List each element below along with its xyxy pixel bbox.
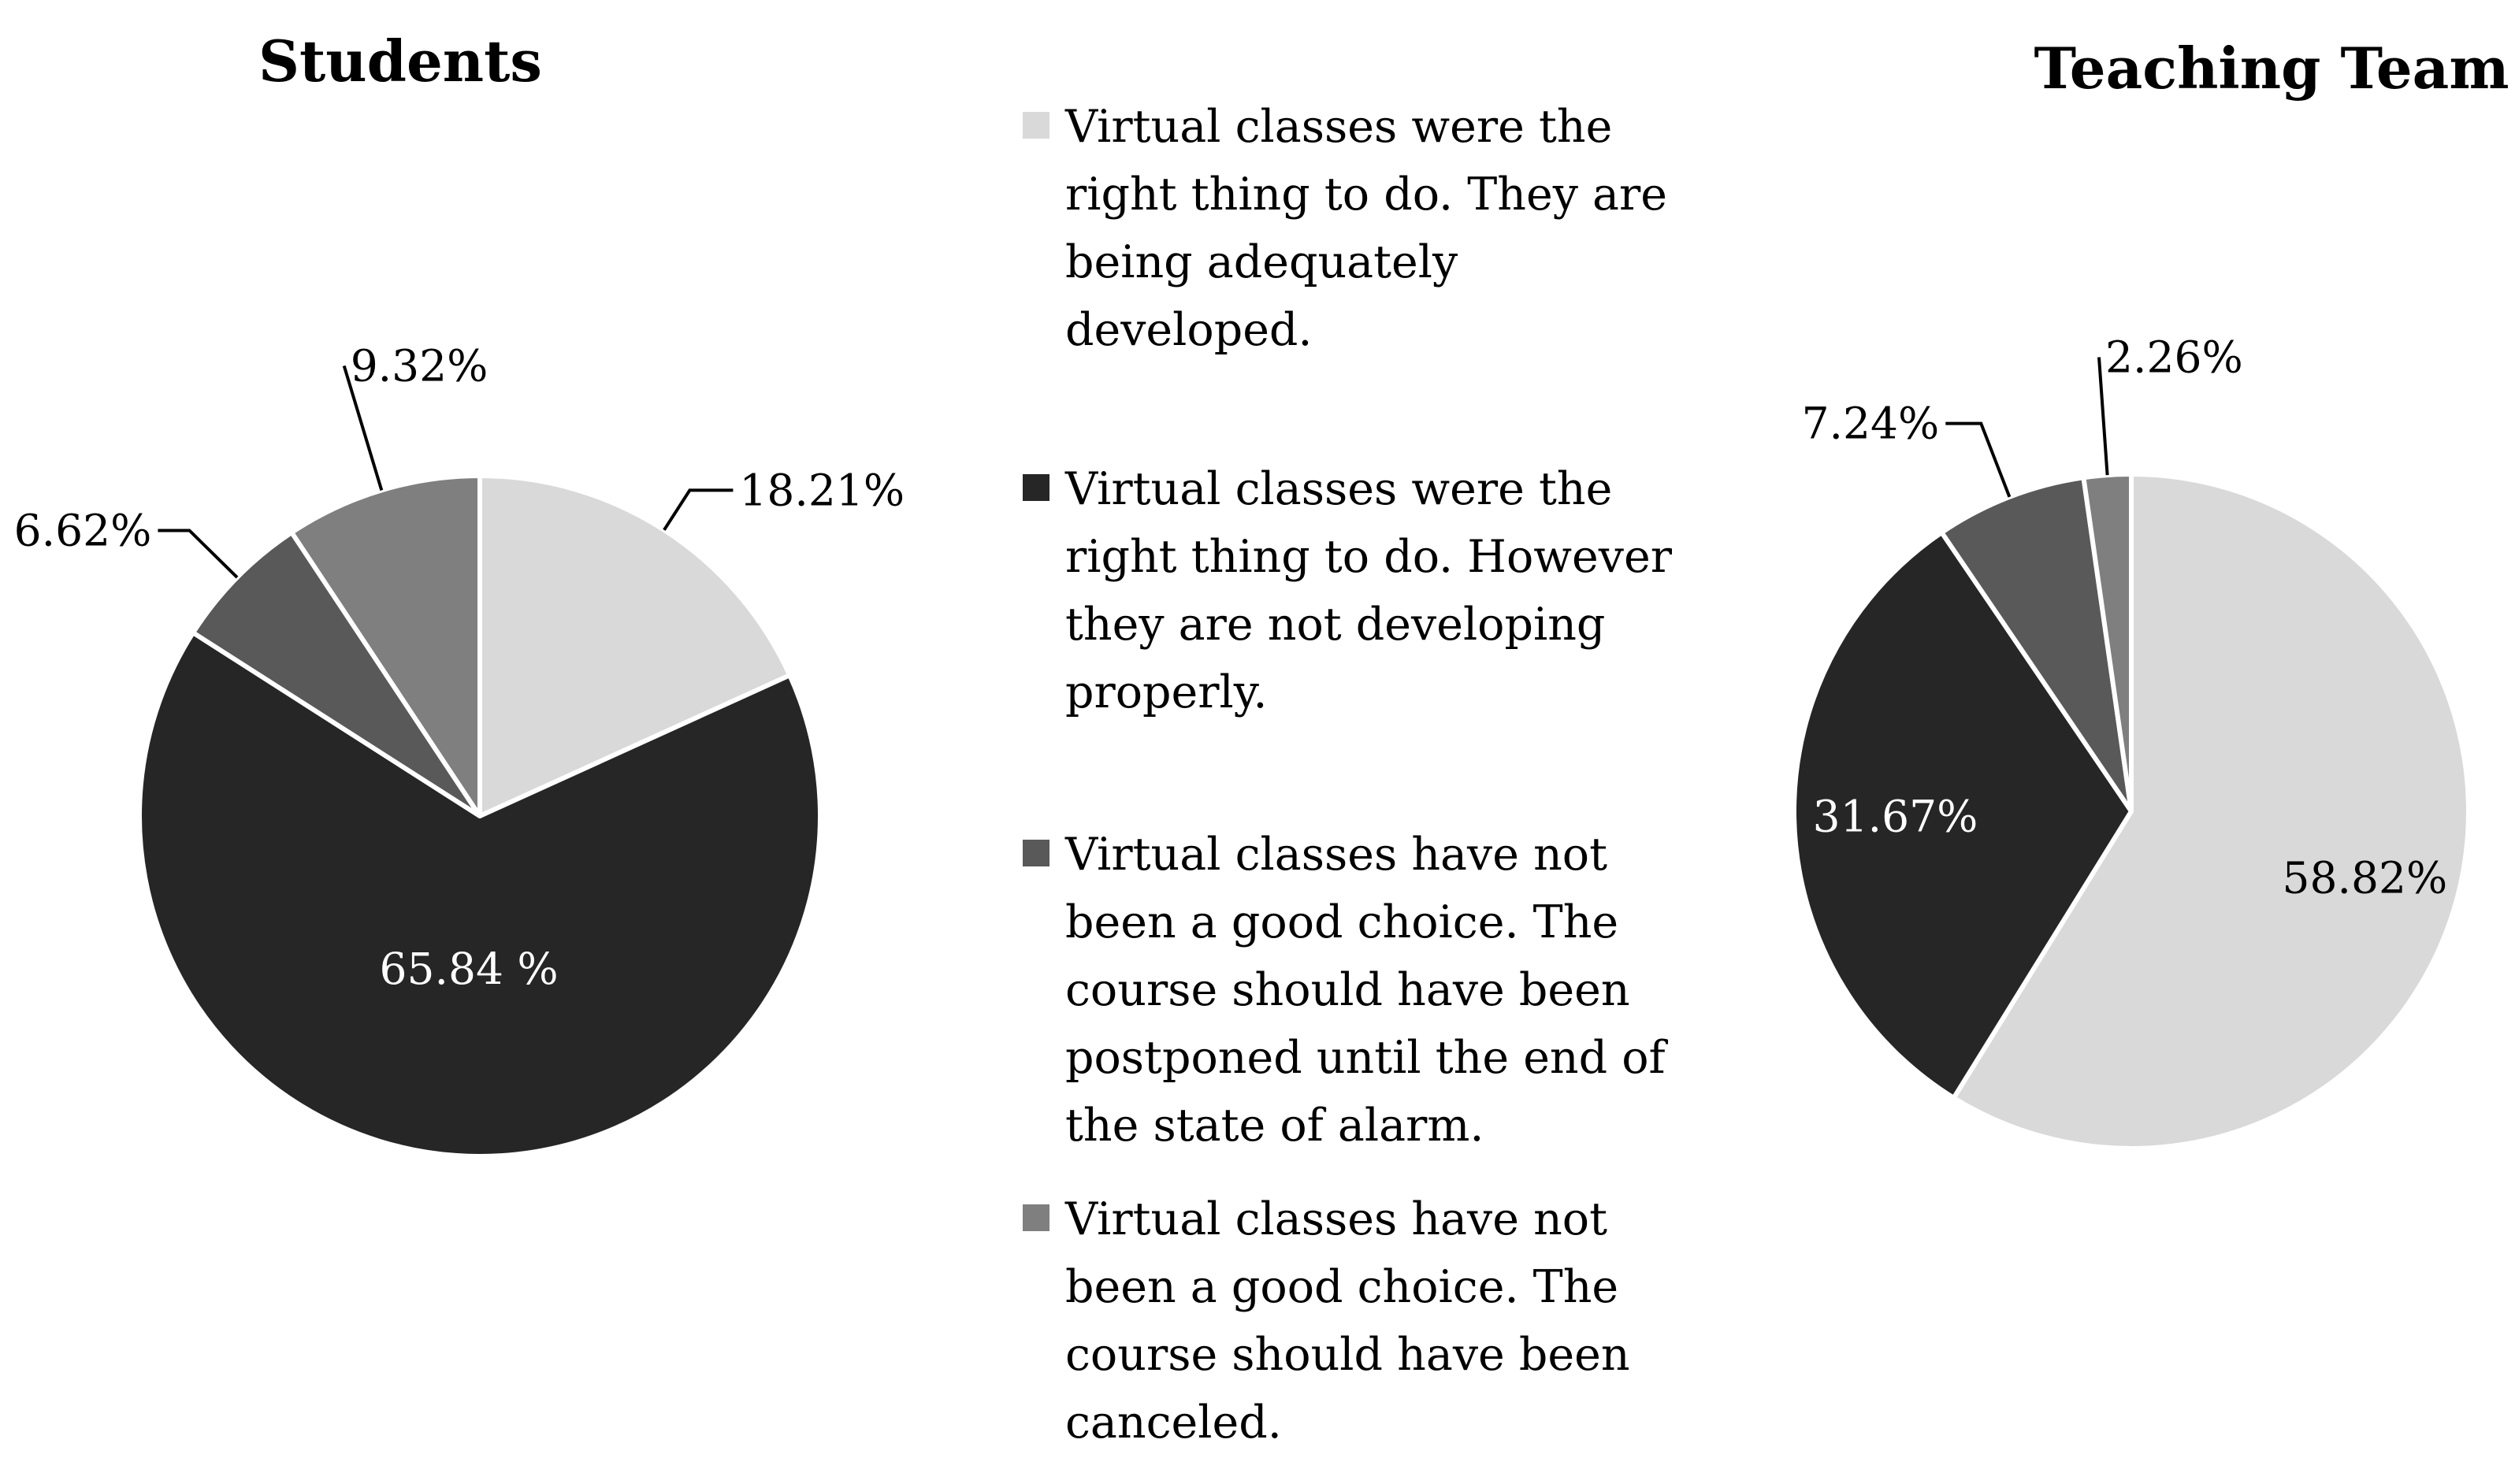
legend-swatch <box>1023 112 1049 139</box>
legend-item: Virtual classes have not been a good cho… <box>1016 821 1694 1159</box>
legend-label: Virtual classes have not been a good cho… <box>1065 1193 1630 1449</box>
leader-line <box>158 529 239 579</box>
leader-line <box>342 365 384 491</box>
slice-value-label: 6.62% <box>14 506 152 556</box>
slice-value-label: 7.24% <box>1802 399 1940 449</box>
legend-label: Virtual classes were the right thing to … <box>1065 101 1667 356</box>
pie-slice <box>1792 530 2134 1100</box>
leader-line <box>663 488 734 531</box>
legend-item: Virtual classes have not been a good cho… <box>1016 1185 1694 1456</box>
leader-line <box>2097 357 2109 476</box>
slice-value-label: 31.67% <box>1813 791 1978 841</box>
slice-value-label: 2.26% <box>2105 332 2243 383</box>
slice-value-label: 58.82% <box>2283 852 2448 903</box>
legend-swatch <box>1023 1204 1049 1231</box>
legend-label: Virtual classes were the right thing to … <box>1065 463 1672 718</box>
legend-swatch <box>1023 840 1049 866</box>
teaching-team-chart-title: Teaching Team <box>2034 35 2509 102</box>
slice-value-label: 65.84 % <box>379 944 558 994</box>
legend-label: Virtual classes have not been a good cho… <box>1065 829 1666 1152</box>
legend: Virtual classes were the right thing to … <box>1016 93 1694 1456</box>
leader-line <box>1945 421 2012 498</box>
pie-slice <box>1951 472 2471 1151</box>
pie-slice <box>477 473 793 818</box>
pie-slice <box>289 473 482 818</box>
legend-item: Virtual classes were the right thing to … <box>1016 93 1694 364</box>
slice-value-label: 9.32% <box>351 340 489 391</box>
pie-slice <box>137 630 823 1159</box>
legend-item: Virtual classes were the right thing to … <box>1016 455 1694 726</box>
slice-value-label: 18.21% <box>739 465 905 515</box>
students-pie-chart: 18.21% 65.84 % 6.62% 9.32% <box>14 340 905 1159</box>
legend-swatch <box>1023 474 1049 501</box>
teaching-team-pie-chart: 58.82% 31.67% 7.24% 2.26% <box>1792 332 2471 1151</box>
students-chart-title: Students <box>258 28 542 95</box>
pie-slice <box>191 529 482 818</box>
